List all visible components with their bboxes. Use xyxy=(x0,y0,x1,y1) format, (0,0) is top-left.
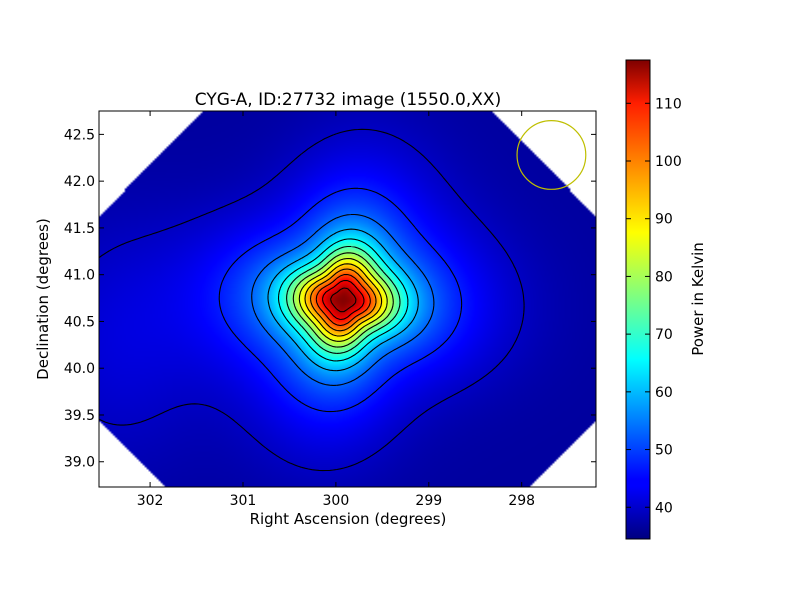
colorbar-tick-label: 70 xyxy=(655,327,673,343)
x-tick-label: 302 xyxy=(137,493,164,509)
y-axis-label: Declination (degrees) xyxy=(34,218,52,380)
x-tick-label: 299 xyxy=(415,493,442,509)
colorbar-tick-label: 110 xyxy=(655,96,682,112)
y-tick-label: 41.0 xyxy=(64,268,95,284)
x-tick-label: 301 xyxy=(230,493,257,509)
colorbar-frame xyxy=(625,59,651,540)
contour-line xyxy=(277,238,409,362)
contour-line xyxy=(309,268,377,332)
y-tick-label: 39.5 xyxy=(64,408,95,424)
contour-line xyxy=(298,257,388,342)
colorbar-tick-label: 100 xyxy=(655,154,682,170)
colorbar-tick-label: 40 xyxy=(655,500,673,516)
contour-line xyxy=(218,187,463,413)
colorbar-tick-label: 80 xyxy=(655,269,673,285)
contour-line xyxy=(286,245,401,354)
contour-lines xyxy=(99,128,525,472)
y-tick-label: 39.0 xyxy=(64,455,95,471)
colorbar: 40 50 60 70 80 90 100 110 Power in Kelvin xyxy=(625,59,707,540)
colorbar-ticks: 40 50 60 70 80 90 100 110 xyxy=(626,96,682,516)
plot-frame xyxy=(98,110,597,488)
contour-line xyxy=(315,273,371,327)
x-axis-label: Right Ascension (degrees) xyxy=(250,510,447,528)
contour-line xyxy=(99,128,525,472)
x-axis: 302 301 300 299 298 xyxy=(137,111,535,509)
y-tick-label: 42.5 xyxy=(64,127,95,143)
contour-line xyxy=(267,228,419,372)
beam-marker xyxy=(516,119,587,190)
contour-line xyxy=(330,287,357,313)
y-tick-label: 41.5 xyxy=(64,221,95,237)
y-tick-label: 40.5 xyxy=(64,314,95,330)
colorbar-tick-label: 60 xyxy=(655,385,673,401)
y-tick-label: 42.0 xyxy=(64,174,95,190)
y-axis: 39.0 39.5 40.0 40.5 41.0 41.5 42.0 42.5 xyxy=(64,127,596,471)
plot-area xyxy=(98,110,597,488)
y-tick-label: 40.0 xyxy=(64,361,95,377)
contour-line xyxy=(321,279,365,321)
contour-line xyxy=(292,252,394,348)
heatmap-image xyxy=(99,111,596,487)
colorbar-label: Power in Kelvin xyxy=(689,242,707,356)
colorbar-tick-label: 90 xyxy=(655,212,673,228)
colorbar-gradient xyxy=(626,60,650,539)
x-tick-label: 298 xyxy=(508,493,535,509)
x-tick-label: 300 xyxy=(323,493,350,509)
chart-title: CYG-A, ID:27732 image (1550.0,XX) xyxy=(195,90,501,110)
colorbar-tick-label: 50 xyxy=(655,443,673,459)
contour-line xyxy=(304,263,383,337)
contour-line xyxy=(251,213,435,386)
